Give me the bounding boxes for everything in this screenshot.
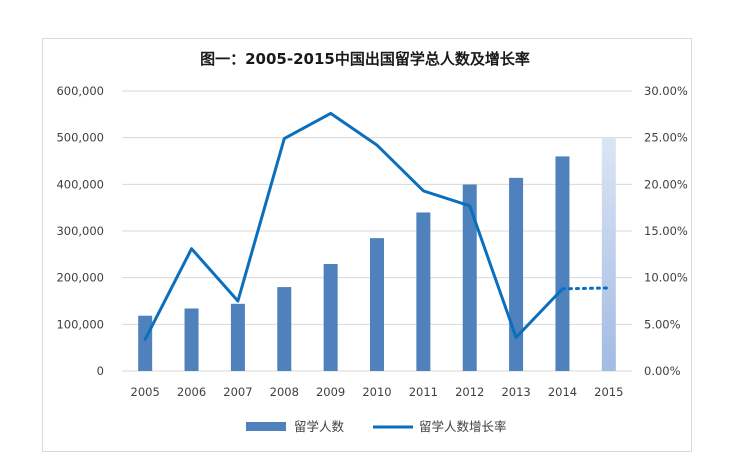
y-left-tick-label: 0 xyxy=(97,364,104,378)
bar xyxy=(277,287,292,371)
legend-line-label: 留学人数增长率 xyxy=(419,419,507,434)
bar xyxy=(138,315,153,371)
y-right-tick-label: 5.00% xyxy=(644,317,681,331)
y-left-tick-label: 500,000 xyxy=(56,131,104,145)
growth-rate-projection xyxy=(560,286,611,291)
y-right-tick-label: 30.00% xyxy=(644,84,688,98)
y-right-tick-label: 25.00% xyxy=(644,131,688,145)
y-right-tick-label: 0.00% xyxy=(644,364,681,378)
x-tick-label: 2009 xyxy=(316,385,345,399)
y-left-tick-label: 100,000 xyxy=(56,317,104,331)
bar xyxy=(184,308,199,371)
bar xyxy=(601,137,616,371)
x-tick-label: 2006 xyxy=(177,385,206,399)
bar-series xyxy=(138,137,616,371)
bar xyxy=(555,156,570,371)
x-tick-label: 2011 xyxy=(409,385,438,399)
y-left-tick-label: 600,000 xyxy=(56,84,104,98)
bar xyxy=(370,238,384,371)
x-tick-label: 2012 xyxy=(455,385,484,399)
x-tick-label: 2005 xyxy=(131,385,160,399)
x-tick-label: 2007 xyxy=(223,385,252,399)
x-tick-label: 2008 xyxy=(270,385,299,399)
x-tick-label: 2014 xyxy=(548,385,577,399)
bar xyxy=(509,177,524,371)
y-left-tick-label: 200,000 xyxy=(56,271,104,285)
y-left-tick-label: 300,000 xyxy=(56,224,104,238)
bar xyxy=(230,303,245,371)
y-right-tick-label: 20.00% xyxy=(644,177,688,191)
left-axis-labels: 0 100,000 200,000 300,000 400,000 500,000 600,… xyxy=(56,84,104,378)
y-left-tick-label: 400,000 xyxy=(56,177,104,191)
chart-title: 图一：2005-2015中国出国留学总人数及增长率 xyxy=(200,50,530,68)
legend: 留学人数 留学人数增长率 xyxy=(246,419,507,434)
bar xyxy=(416,212,431,371)
chart-frame xyxy=(42,38,692,452)
bar xyxy=(462,184,477,371)
y-right-tick-label: 10.00% xyxy=(644,271,688,285)
right-axis-labels: 0.00% 5.00% 10.00% 15.00% 20.00% 25.00% 30.00% xyxy=(644,84,688,378)
legend-bar-swatch xyxy=(246,422,286,431)
bar xyxy=(323,263,338,371)
legend-bar-label: 留学人数 xyxy=(294,419,345,434)
y-right-tick-label: 15.00% xyxy=(644,224,688,238)
x-axis-labels: 2005 2006 2007 2008 2009 2010 2011 2012 2013 2014… xyxy=(131,385,624,399)
line-series xyxy=(143,111,611,341)
x-tick-label: 2013 xyxy=(501,385,530,399)
x-tick-label: 2015 xyxy=(594,385,623,399)
x-tick-label: 2010 xyxy=(362,385,391,399)
growth-rate-line xyxy=(143,111,564,341)
